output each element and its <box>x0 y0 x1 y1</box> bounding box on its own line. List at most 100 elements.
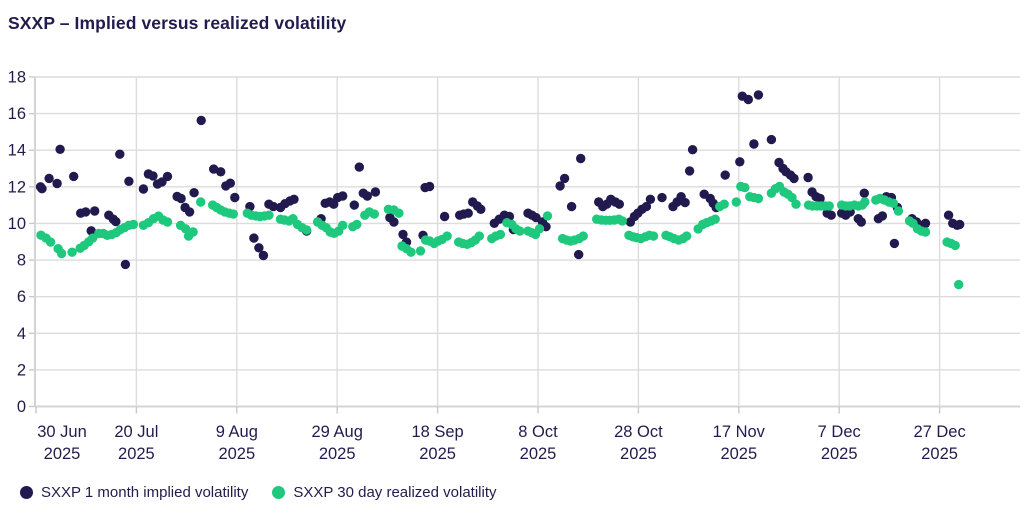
y-axis-tick-label: 18 <box>8 69 26 87</box>
x-axis-tick-label-year: 2025 <box>921 445 958 463</box>
implied-vol-point <box>86 226 96 236</box>
implied-vol-point <box>349 200 359 210</box>
implied-vol-point <box>439 211 450 222</box>
implied-vol-point <box>826 210 836 220</box>
y-axis-tick-label: 6 <box>17 288 26 306</box>
realized-vol-point <box>920 227 931 237</box>
volatility-scatter-plot: 0 2 4 6 8 10 12 14 16 18 30 Jun 2025 20 Jul 2025 9 Aug… <box>8 69 1020 463</box>
implied-series-marker-icon <box>20 486 33 499</box>
implied-vol-point <box>749 139 759 149</box>
x-axis-tick-label-year: 2025 <box>720 445 757 463</box>
implied-vol-point <box>268 201 279 212</box>
implied-vol-point <box>338 191 348 201</box>
implied-vol-point <box>856 217 866 227</box>
realized-vol-point <box>128 219 139 230</box>
implied-vol-point <box>859 188 869 198</box>
implied-vol-point <box>55 144 65 154</box>
x-axis-tick-label-year: 2025 <box>118 445 155 463</box>
implied-vol-point <box>120 259 131 270</box>
implied-vol-point <box>574 249 584 260</box>
implied-vol-point <box>559 173 570 184</box>
implied-vol-point <box>216 167 226 177</box>
implied-vol-point <box>803 172 813 183</box>
implied-vol-point <box>566 201 577 212</box>
realized-vol-point <box>719 199 729 209</box>
y-axis-tick-label: 4 <box>17 325 26 343</box>
x-axis-tick-label-date: 8 Oct <box>518 423 558 441</box>
implied-vol-point <box>81 207 91 217</box>
implied-vol-point <box>254 243 264 253</box>
implied-vol-point <box>289 194 299 204</box>
legend-label-realized: SXXP 30 day realized volatility <box>293 484 497 501</box>
y-axis-tick-label: 12 <box>8 178 26 196</box>
realized-vol-point <box>888 198 899 208</box>
implied-vol-point <box>230 192 240 203</box>
implied-vol-point <box>555 181 565 191</box>
implied-vol-point <box>389 217 399 227</box>
x-axis-tick-label-year: 2025 <box>44 445 81 463</box>
implied-vol-point <box>920 218 931 228</box>
implied-vol-point <box>176 193 186 204</box>
x-axis-tick-label-date: 30 Jun <box>37 423 87 441</box>
implied-vol-point <box>877 211 888 221</box>
implied-vol-point <box>680 197 690 208</box>
implied-vol-point <box>398 229 408 240</box>
implied-vol-point <box>735 157 745 167</box>
implied-vol-point <box>370 187 381 197</box>
x-axis-tick-label-date: 7 Dec <box>818 423 861 441</box>
realized-vol-point <box>301 225 312 235</box>
y-axis-tick-label: 8 <box>17 252 26 270</box>
implied-vol-point <box>743 94 753 105</box>
implied-vol-point <box>766 134 777 145</box>
x-axis-tick-label-date: 17 Nov <box>713 423 766 441</box>
implied-vol-point <box>354 162 364 172</box>
x-axis-tick-label-year: 2025 <box>319 445 356 463</box>
legend-item-realized: SXXP 30 day realized volatility <box>272 484 497 501</box>
realized-vol-point <box>578 231 588 241</box>
realized-vol-point <box>406 247 416 257</box>
x-axis-tick-label-year: 2025 <box>520 445 557 463</box>
y-axis-tick-label: 16 <box>8 105 26 123</box>
realized-vol-point <box>67 247 77 257</box>
implied-vol-point <box>115 149 125 159</box>
implied-vol-point <box>753 90 764 100</box>
implied-vol-point <box>138 184 149 194</box>
realized-vol-point <box>824 201 834 211</box>
realized-vol-point <box>710 214 720 224</box>
realized-vol-point <box>474 231 484 241</box>
implied-vol-point <box>687 145 698 155</box>
y-axis-tick-label: 14 <box>8 142 26 160</box>
realized-vol-point <box>617 216 627 226</box>
realized-vol-point <box>534 224 545 234</box>
implied-vol-point <box>614 199 624 209</box>
realized-series-marker-icon <box>272 486 286 499</box>
x-axis-tick-label-date: 27 Dec <box>913 423 965 441</box>
implied-vol-point <box>196 115 206 126</box>
realized-vol-point <box>753 193 764 204</box>
realized-vol-point <box>162 217 173 227</box>
implied-vol-point <box>148 171 158 181</box>
realized-vol-point <box>338 220 348 230</box>
implied-vol-point <box>424 181 435 192</box>
realized-vol-point <box>860 197 870 207</box>
realized-vol-point <box>45 237 56 247</box>
implied-vol-point <box>184 207 195 217</box>
realized-vol-point <box>542 211 553 221</box>
realized-vol-point <box>56 248 67 259</box>
realized-vol-point <box>228 209 238 219</box>
realized-vol-point <box>394 208 404 218</box>
realized-vol-point <box>731 197 741 207</box>
implied-vol-point <box>362 191 372 201</box>
chart-title: SXXP – Implied versus realized volatilit… <box>8 13 347 33</box>
implied-vol-point <box>657 192 667 203</box>
realized-vol-point <box>954 279 964 290</box>
implied-vol-point <box>249 233 259 243</box>
implied-vol-point <box>90 206 100 216</box>
realized-vol-point <box>950 240 960 251</box>
implied-vol-point <box>815 193 825 204</box>
realized-vol-point <box>791 199 801 209</box>
implied-vol-point <box>124 176 134 186</box>
x-axis-tick-label-year: 2025 <box>821 445 858 463</box>
y-axis-tick-label: 2 <box>17 361 26 379</box>
